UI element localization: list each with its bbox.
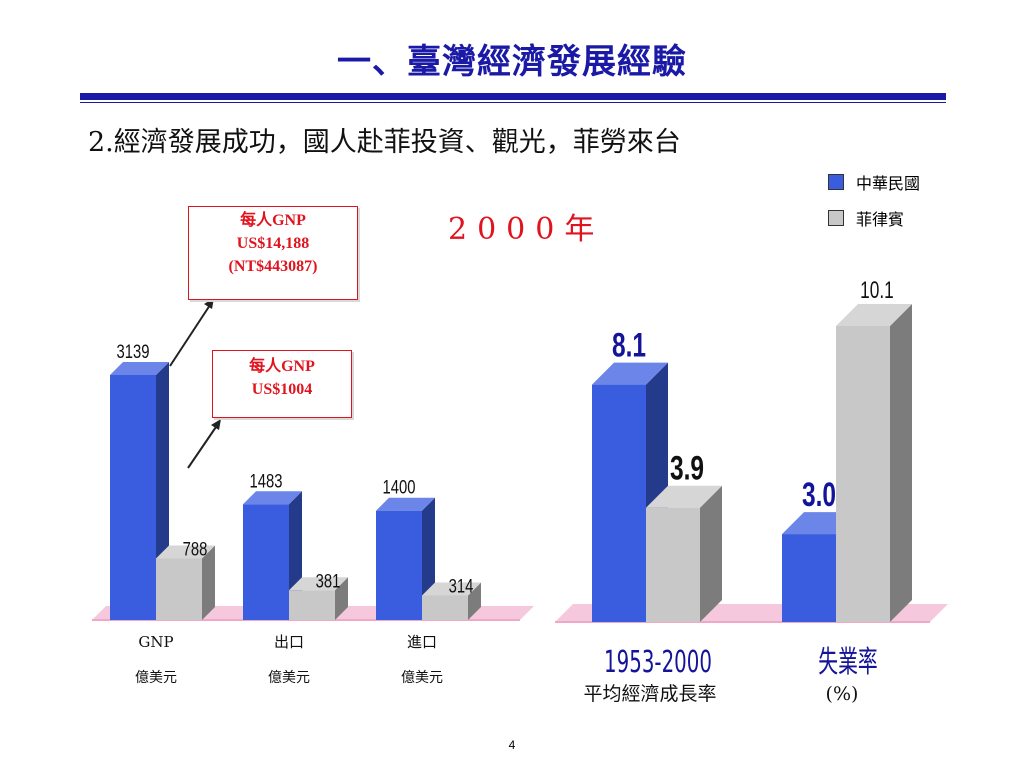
chart2-category-label-1: 失業率 <box>818 644 877 679</box>
chart2-bar-0-0-top <box>592 362 668 385</box>
callout-ph-line-2: US$1004 <box>251 381 313 398</box>
chart2-value-label-1-0: 3.9 <box>670 450 704 488</box>
page-number: 4 <box>508 738 516 752</box>
chart2-bar-1-1-side <box>890 304 912 622</box>
chart1-value-label-0-0: 3139 <box>117 341 150 362</box>
callout-arrow-roc-head <box>204 298 214 309</box>
slide-title: 一、臺灣經濟發展經驗 <box>337 42 687 82</box>
chart1-bar-1-1-side <box>335 577 348 620</box>
callout-roc-gnp: 每人GNP US$14,188 (NT$443087) <box>188 206 358 300</box>
chart1-value-label-0-2: 1400 <box>383 477 416 498</box>
chart1-unit-label-0: 億美元 <box>135 670 177 686</box>
chart1-bar-1-0-top <box>156 545 215 559</box>
chart2-bar-1-1 <box>836 326 890 622</box>
chart1-value-label-1-1: 381 <box>316 571 341 592</box>
chart1-bar-0-1 <box>243 504 289 620</box>
chart1-bar-0-2 <box>376 510 422 620</box>
chart2-bar-0-0 <box>592 384 646 622</box>
chart2-bar-1-1-top <box>836 304 912 326</box>
chart2-bar-0-1 <box>782 534 836 622</box>
chart2-value-label-0-1: 3.0 <box>802 476 836 514</box>
callout-arrow-ph <box>187 423 219 469</box>
chart1-category-label-0: GNP <box>138 633 173 651</box>
chart2-bar-1-0-side <box>700 485 722 622</box>
chart2-category-sublabel-1: (%) <box>826 683 859 705</box>
chart1-unit-label-1: 億美元 <box>268 670 310 686</box>
chart1-bar-1-2 <box>422 595 468 620</box>
chart1-bar-1-2-top <box>422 582 481 596</box>
legend-swatch-philippines <box>828 210 844 226</box>
chart1-value-label-1-0: 788 <box>183 539 208 560</box>
callout-roc-line-1: 每人GNP <box>240 212 306 229</box>
legend-swatch-roc <box>828 174 844 190</box>
chart1-bar-1-0-side <box>202 545 215 620</box>
chart2-category-label-0: 1953-2000 <box>604 644 712 679</box>
legend-label-roc: 中華民國 <box>856 174 921 193</box>
callout-roc-line-2: US$14,188 <box>236 235 310 252</box>
chart1-unit-label-2: 億美元 <box>401 670 443 686</box>
callout-arrow-roc <box>169 301 213 367</box>
chart1-bar-1-0 <box>156 558 202 620</box>
chart1-bar-0-1-top <box>243 491 302 505</box>
chart2-value-label-0-0: 8.1 <box>612 327 646 365</box>
year-label: 2000年 <box>448 212 605 247</box>
chart1-bar-1-2-side <box>468 582 481 620</box>
callout-ph-gnp: 每人GNP US$1004 <box>212 350 352 418</box>
chart1-value-label-0-1: 1483 <box>250 471 283 492</box>
chart2-category-sublabel-0: 平均經濟成長率 <box>583 683 716 705</box>
callout-roc-line-3: (NT$443087) <box>228 258 318 275</box>
title-rule-thin <box>80 102 946 103</box>
legend-label-philippines: 菲律賓 <box>856 210 905 229</box>
callout-ph-line-1: 每人GNP <box>249 358 315 375</box>
title-rule <box>80 93 946 100</box>
chart1-bar-1-1-top <box>289 577 348 591</box>
chart1-category-label-2: 進口 <box>407 633 437 651</box>
chart1-bar-0-0 <box>110 375 156 620</box>
callout-arrow-ph-head <box>211 419 221 430</box>
chart2-bar-1-0-top <box>646 485 722 508</box>
chart1-bar-0-0-top <box>110 362 169 375</box>
chart1-value-label-1-2: 314 <box>449 576 474 597</box>
chart1-category-label-1: 出口 <box>274 633 304 651</box>
legend-item-roc: 中華民國 <box>828 170 920 194</box>
chart2-value-label-1-1: 10.1 <box>860 277 894 303</box>
slide-subtitle: 2.經濟發展成功，國人赴菲投資、觀光，菲勞來台 <box>88 127 681 158</box>
chart1-bar-0-2-top <box>376 497 435 511</box>
chart2-bar-1-0 <box>646 507 700 622</box>
chart1-bar-1-1 <box>289 590 335 620</box>
legend-item-philippines: 菲律賓 <box>828 206 904 230</box>
